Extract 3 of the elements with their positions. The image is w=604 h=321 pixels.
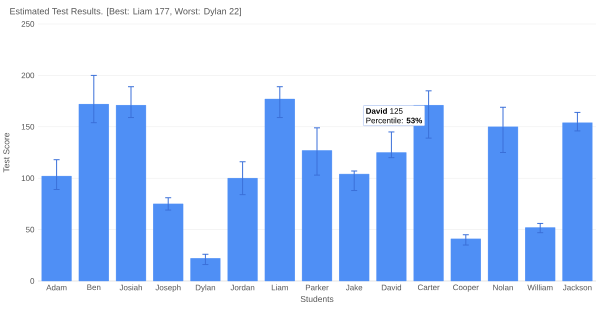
chart-title: Estimated Test Results. [Best: Liam 177, Worst: Dylan 22] — [10, 8, 241, 16]
y-axis-title: Test Score — [3, 132, 10, 172]
x-axis-title: Students — [300, 296, 334, 302]
